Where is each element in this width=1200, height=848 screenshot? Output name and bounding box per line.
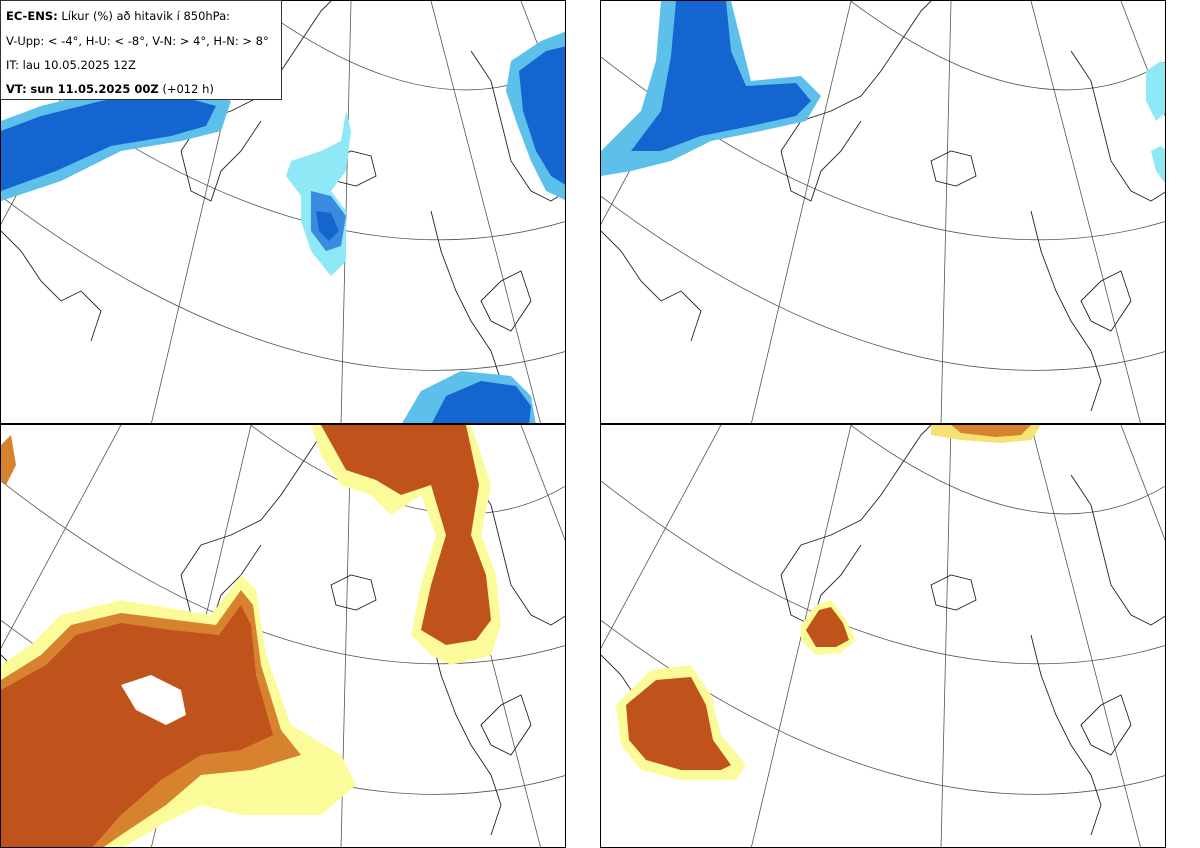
probability-fields — [601, 1, 1165, 184]
valid-time-line: VT: sun 11.05.2025 00Z (+012 h) — [6, 82, 214, 96]
graticule — [601, 425, 1165, 847]
init-time: IT: lau 10.05.2025 12Z — [6, 58, 136, 72]
map-svg — [1, 425, 565, 847]
map-panel-cold-strong: 100 95 65 35 5 — [600, 0, 1166, 424]
map-svg — [601, 1, 1165, 423]
title-line: EC-ENS: Líkur (%) að hitavik í 850hPa: — [6, 9, 230, 23]
thresholds-text: V-Upp: < -4°, H-U: < -8°, V-N: > 4°, H-N… — [6, 34, 269, 48]
probability-fields — [616, 425, 1041, 780]
map-svg — [1, 1, 565, 423]
map-header: EC-ENS: Líkur (%) að hitavik í 850hPa: V… — [0, 0, 282, 100]
map-svg — [601, 425, 1165, 847]
lead-time: (+012 h) — [162, 82, 214, 96]
probability-fields — [1, 425, 501, 847]
map-title: Líkur (%) að hitavik í 850hPa: — [61, 9, 231, 23]
map-panel-warm-moderate: 100 95 65 35 5 — [0, 424, 566, 848]
probability-fields — [1, 31, 565, 423]
valid-label: VT: — [6, 82, 27, 96]
coastlines — [601, 1, 1165, 412]
map-panel-cold-moderate: 100 95 65 35 5 — [0, 0, 566, 424]
model-name: EC-ENS: — [6, 9, 58, 23]
map-panel-warm-strong: 100 95 65 35 5 — [600, 424, 1166, 848]
valid-time: sun 11.05.2025 00Z — [30, 82, 159, 96]
